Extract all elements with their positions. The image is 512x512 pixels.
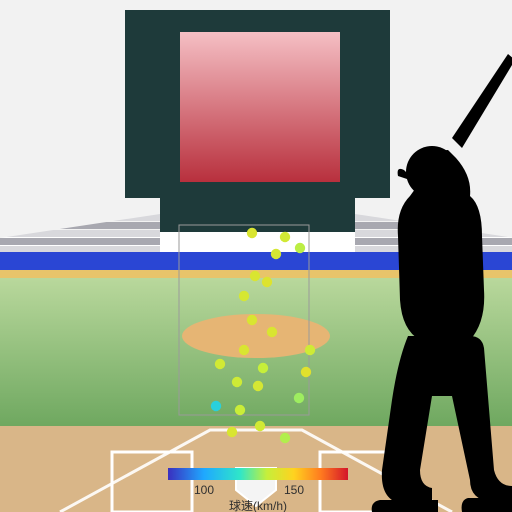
pitch-marker xyxy=(247,315,257,325)
pitch-marker xyxy=(211,401,221,411)
pitch-marker xyxy=(271,249,281,259)
pitch-marker xyxy=(295,243,305,253)
pitch-marker xyxy=(258,363,268,373)
pitch-location-chart: 100 150 球速(km/h) xyxy=(0,0,512,512)
pitch-marker xyxy=(227,427,237,437)
pitch-marker xyxy=(247,228,257,238)
pitch-marker xyxy=(280,232,290,242)
pitch-marker xyxy=(280,433,290,443)
pitch-marker xyxy=(239,291,249,301)
pitch-marker xyxy=(301,367,311,377)
pitch-marker xyxy=(239,345,249,355)
pitch-marker xyxy=(250,271,260,281)
pitch-marker xyxy=(232,377,242,387)
colorbar-tick: 150 xyxy=(284,483,304,497)
pitch-marker xyxy=(253,381,263,391)
colorbar-tick: 100 xyxy=(194,483,214,497)
pitch-marker xyxy=(267,327,277,337)
pitch-marker xyxy=(305,345,315,355)
pitch-marker xyxy=(255,421,265,431)
pitch-marker xyxy=(294,393,304,403)
pitch-marker xyxy=(262,277,272,287)
colorbar-label: 球速(km/h) xyxy=(229,499,287,512)
pitch-marker xyxy=(235,405,245,415)
pitch-marker xyxy=(215,359,225,369)
